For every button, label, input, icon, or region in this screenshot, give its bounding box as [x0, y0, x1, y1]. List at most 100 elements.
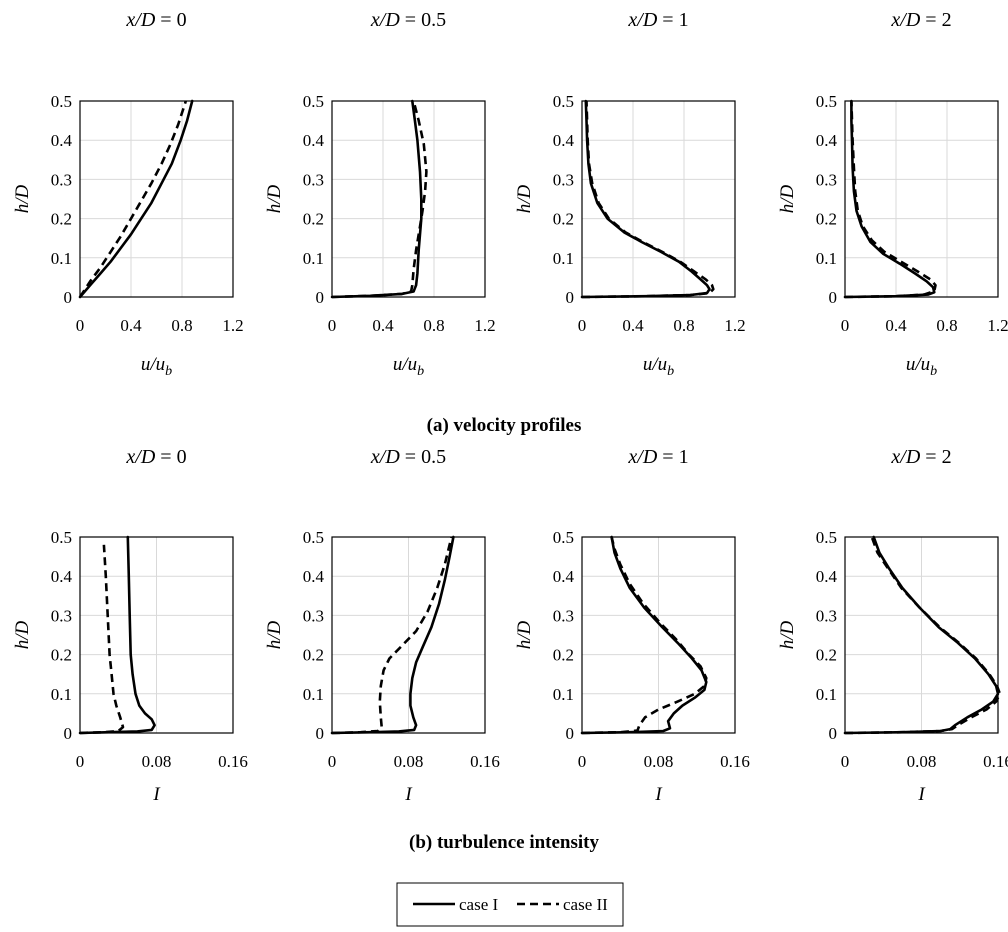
x-tick-label: 1.2: [724, 316, 745, 335]
y-tick-label: 0.3: [816, 606, 837, 625]
x-tick-label: 0: [841, 316, 850, 335]
y-tick-label: 0.3: [303, 606, 324, 625]
panel-title: x/D = 2: [890, 9, 951, 31]
y-tick-label: 0: [829, 724, 838, 743]
plot-frame: [79, 100, 234, 298]
panel-title: x/D = 1: [627, 446, 688, 468]
x-tick-label: 0.08: [644, 752, 674, 771]
y-tick-label: 0.1: [303, 249, 324, 268]
x-tick-label: 0.4: [622, 316, 644, 335]
x-axis-label: I: [654, 784, 663, 805]
series-line-case-ii: [844, 536, 1002, 735]
y-axis-label: h/D: [12, 620, 33, 649]
y-tick-label: 0.1: [816, 685, 837, 704]
series-line-case-ii: [331, 536, 453, 735]
y-tick-label: 0.5: [553, 92, 574, 111]
y-tick-label: 0.5: [553, 528, 574, 547]
x-tick-label: 0.4: [120, 316, 142, 335]
y-tick-label: 0.2: [553, 646, 574, 665]
legend: case I case II: [396, 882, 624, 927]
x-axis-label: u/ub: [393, 354, 424, 379]
chart-panel-a2: 0 0.1 0.2 0.3 0.4 0.5 0 0.4 0.8 1.2 x/D = 0.5 h/D u/…: [264, 9, 496, 379]
x-tick-label: 1.2: [222, 316, 243, 335]
plot-frame: [79, 536, 234, 734]
x-tick-label: 0.8: [936, 316, 957, 335]
series-line-case-i: [330, 535, 455, 735]
x-axis-label: I: [404, 784, 413, 805]
x-tick-label: 0: [76, 316, 85, 335]
y-tick-label: 0.3: [553, 606, 574, 625]
y-tick-label: 0.2: [553, 210, 574, 229]
panel-title: x/D = 0.5: [370, 446, 446, 468]
y-axis-label: h/D: [777, 184, 798, 213]
series-line-case-ii: [581, 100, 715, 299]
x-tick-label: 0: [76, 752, 85, 771]
y-tick-label: 0.5: [51, 528, 72, 547]
chart-panel-b4: 0 0.1 0.2 0.3 0.4 0.5 0 0.08 0.16 x/D = 2 h/D I: [777, 446, 1008, 805]
y-tick-label: 0: [64, 288, 73, 307]
y-axis-label: h/D: [264, 620, 285, 649]
x-axis-label: u/ub: [906, 354, 937, 379]
y-tick-label: 0.3: [51, 606, 72, 625]
panel-title: x/D = 0.5: [370, 9, 446, 31]
y-axis-label: h/D: [514, 620, 535, 649]
y-tick-label: 0.4: [303, 131, 325, 150]
y-tick-label: 0.1: [51, 685, 72, 704]
y-tick-label: 0.2: [303, 210, 324, 229]
y-tick-label: 0.2: [303, 646, 324, 665]
x-axis-label: u/ub: [643, 354, 674, 379]
series-line-case-i: [580, 535, 708, 735]
plot-frame: [331, 536, 486, 734]
y-tick-label: 0: [316, 288, 325, 307]
y-tick-label: 0.1: [51, 249, 72, 268]
y-tick-label: 0.2: [816, 646, 837, 665]
chart-panel-a4: 0 0.1 0.2 0.3 0.4 0.5 0 0.4 0.8 1.2 x/D = 2 h/D u/ub: [777, 9, 1008, 379]
x-tick-label: 0: [578, 316, 587, 335]
y-tick-label: 0.4: [553, 131, 575, 150]
x-tick-label: 0.08: [907, 752, 937, 771]
y-tick-label: 0.5: [816, 528, 837, 547]
x-axis-label: I: [152, 784, 161, 805]
legend-label-case-i: case I: [459, 895, 499, 914]
x-tick-label: 0.16: [470, 752, 500, 771]
series-line-case-i: [843, 99, 936, 299]
y-tick-label: 0.3: [303, 170, 324, 189]
x-tick-label: 1.2: [474, 316, 495, 335]
series-line-case-ii: [581, 536, 708, 735]
y-tick-label: 0.5: [816, 92, 837, 111]
plot-frame: [844, 100, 999, 298]
chart-panel-a1: 0 0.1 0.2 0.3 0.4 0.5 0 0.4 0.8 1.2 x/D = 0 h/D u/ub: [12, 9, 244, 379]
caption-b: (b) turbulence intensity: [409, 832, 600, 853]
y-tick-label: 0.5: [303, 528, 324, 547]
series-line-case-ii: [78, 100, 188, 298]
plot-frame: [581, 100, 736, 298]
y-tick-label: 0.3: [816, 170, 837, 189]
x-tick-label: 0.4: [885, 316, 907, 335]
series-line-case-ii: [331, 100, 428, 299]
y-axis-label: h/D: [777, 620, 798, 649]
chart-panel-a3: 0 0.1 0.2 0.3 0.4 0.5 0 0.4 0.8 1.2 x/D = 1 h/D u/ub: [514, 9, 746, 379]
panels: 0 0.1 0.2 0.3 0.4 0.5 0 0.4 0.8 1.2 x/D = 0 h/D u/ub…: [12, 9, 1008, 805]
x-tick-label: 0.4: [372, 316, 394, 335]
x-tick-label: 0.08: [394, 752, 424, 771]
x-axis-label: u/ub: [141, 354, 172, 379]
x-tick-label: 0.8: [171, 316, 192, 335]
y-tick-label: 0.3: [553, 170, 574, 189]
x-tick-label: 0: [328, 752, 337, 771]
x-tick-label: 0: [578, 752, 587, 771]
y-tick-label: 0.5: [303, 92, 324, 111]
y-tick-label: 0.1: [303, 685, 324, 704]
y-tick-label: 0.4: [816, 131, 838, 150]
chart-panel-b2: 0 0.1 0.2 0.3 0.4 0.5 0 0.08 0.16 x/D = 0.5 h/D I: [264, 446, 500, 805]
series-line-case-ii: [79, 544, 125, 735]
series-line-case-i: [330, 99, 423, 299]
x-tick-label: 0.16: [218, 752, 248, 771]
x-tick-label: 0.08: [142, 752, 172, 771]
panel-title: x/D = 0: [125, 446, 186, 468]
series-line-case-i: [580, 99, 711, 299]
y-tick-label: 0.4: [51, 567, 73, 586]
y-tick-label: 0.2: [51, 646, 72, 665]
y-axis-label: h/D: [264, 184, 285, 213]
y-tick-label: 0: [566, 724, 575, 743]
